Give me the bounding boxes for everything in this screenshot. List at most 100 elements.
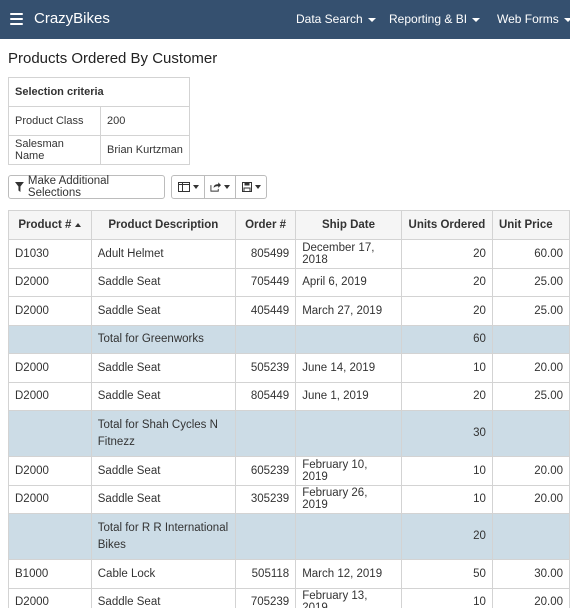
cell-order: 505118 [234,559,297,589]
cell-order: 705239 [234,587,297,608]
cell-price: 20.00 [491,484,570,514]
nav-reporting-bi[interactable]: Reporting & BI [389,12,481,26]
cell-description: Saddle Seat [90,296,236,326]
save-icon [241,182,252,192]
cell-order: 505239 [234,353,297,383]
nav-web-forms[interactable]: Web Forms [497,12,570,26]
cell-ship-date: February 26, 2019 [295,484,402,514]
cell-units: 10 [400,353,493,383]
chevron-down-icon [472,17,481,22]
results-grid-container[interactable]: Product # Product Description Order # Sh… [8,210,570,608]
columns-icon [177,182,190,192]
cell-ship-date: April 6, 2019 [295,267,402,297]
cell-product: B1000 [8,559,92,589]
selection-criteria-table: Selection criteria Product Class 200 Sal… [8,77,190,165]
cell-ship-date: December 17, 2018 [295,239,402,269]
results-grid: Product # Product Description Order # Sh… [8,210,570,608]
cell-price: 20.00 [491,456,570,486]
column-header-ship-date[interactable]: Ship Date [295,210,402,240]
cell-price: 60.00 [491,239,570,269]
cell-price: 30.00 [491,559,570,589]
table-row: D2000 Saddle Seat 505239 June 14, 2019 1… [8,353,570,383]
cell-units: 50 [400,559,493,589]
nav-data-search[interactable]: Data Search [296,12,376,26]
cell-units: 10 [400,587,493,608]
total-label: Total for Greenworks [90,324,236,354]
cell-ship-date: June 1, 2019 [295,381,402,411]
column-header-product-number[interactable]: Product # [8,210,92,240]
column-header-order-number[interactable]: Order # [234,210,297,240]
cell-ship-date: March 27, 2019 [295,296,402,326]
cell-description: Saddle Seat [90,381,236,411]
table-row: B1000 Cable Lock 505118 March 12, 2019 5… [8,559,570,589]
app-brand[interactable]: CrazyBikes [34,10,110,27]
cell-product: D2000 [8,267,92,297]
total-label: Total for R R International Bikes [90,513,236,560]
table-row: D2000 Saddle Seat 705449 April 6, 2019 2… [8,267,570,297]
cell-description: Saddle Seat [90,456,236,486]
table-row: D2000 Saddle Seat 405449 March 27, 2019 … [8,296,570,326]
cell-order: 805499 [234,239,297,269]
criteria-label: Salesman Name [8,135,101,165]
chevron-down-icon [224,185,230,189]
cell-ship-date: June 14, 2019 [295,353,402,383]
criteria-header: Selection criteria [8,77,190,107]
cell-price: 20.00 [491,353,570,383]
share-button[interactable] [204,175,236,199]
cell-units: 20 [400,239,493,269]
table-row: D2000 Saddle Seat 305239 February 26, 20… [8,484,570,514]
cell-description: Saddle Seat [90,353,236,383]
table-row: D1030 Adult Helmet 805499 December 17, 2… [8,239,570,269]
cell-product: D2000 [8,296,92,326]
cell-units: 20 [400,381,493,411]
table-row: D2000 Saddle Seat 605239 February 10, 20… [8,456,570,486]
cell-order: 605239 [234,456,297,486]
cell-price: 25.00 [491,381,570,411]
columns-button[interactable] [171,175,205,199]
cell-units: 10 [400,456,493,486]
cell-price: 20.00 [491,587,570,608]
share-icon [210,182,221,192]
make-additional-selections-button[interactable]: Make Additional Selections [8,175,165,199]
total-label: Total for Shah Cycles N Fitnezz [90,410,236,457]
cell-product: D2000 [8,353,92,383]
chevron-down-icon [192,185,199,189]
page-title: Products Ordered By Customer [8,50,218,67]
table-row: D2000 Saddle Seat 805449 June 1, 2019 20… [8,381,570,411]
cell-ship-date: March 12, 2019 [295,559,402,589]
cell-order: 305239 [234,484,297,514]
column-header-product-description[interactable]: Product Description [90,210,236,240]
cell-product: D2000 [8,484,92,514]
chevron-down-icon [563,17,570,22]
top-navbar: CrazyBikes Data Search Reporting & BI We… [0,0,570,39]
cell-price: 25.00 [491,267,570,297]
save-button[interactable] [235,175,267,199]
cell-units: 20 [400,267,493,297]
column-header-unit-price[interactable]: Unit Price [491,210,570,240]
cell-order: 705449 [234,267,297,297]
cell-description: Saddle Seat [90,484,236,514]
sort-ascending-icon [75,222,82,227]
hamburger-menu-icon[interactable] [10,13,23,25]
cell-order: 805449 [234,381,297,411]
total-row: Total for Greenworks 60 [8,324,570,354]
criteria-value: Brian Kurtzman [100,135,190,165]
cell-product: D2000 [8,587,92,608]
cell-product: D2000 [8,381,92,411]
criteria-label: Product Class [8,106,101,136]
total-units: 30 [400,410,493,457]
chevron-down-icon [254,185,261,189]
cell-description: Saddle Seat [90,587,236,608]
criteria-value: 200 [100,106,190,136]
grid-toolbar-group [171,175,267,199]
column-header-units-ordered[interactable]: Units Ordered [400,210,493,240]
cell-ship-date: February 10, 2019 [295,456,402,486]
cell-units: 10 [400,484,493,514]
total-units: 60 [400,324,493,354]
cell-description: Saddle Seat [90,267,236,297]
total-units: 20 [400,513,493,560]
filter-icon [15,182,24,192]
table-row: D2000 Saddle Seat 705239 February 13, 20… [8,587,570,608]
cell-description: Adult Helmet [90,239,236,269]
total-row: Total for Shah Cycles N Fitnezz 30 [8,410,570,457]
